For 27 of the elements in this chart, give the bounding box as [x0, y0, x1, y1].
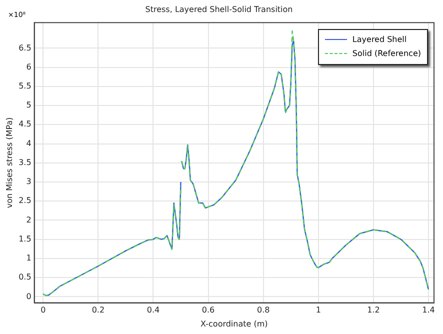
legend-label: Solid (Reference) [352, 49, 421, 58]
y-tick-label: 4 [26, 138, 32, 148]
y-axis-title: von Mises stress (MPa) [4, 117, 14, 208]
y-tick-label: 5 [26, 100, 32, 110]
x-tick-label: 0.6 [202, 306, 215, 315]
legend-label: Layered Shell [352, 35, 407, 44]
x-tick-label: 0.4 [146, 306, 160, 315]
y-tick-label: 1.5 [18, 234, 32, 244]
y-tick-label: 1 [26, 254, 32, 263]
x-tick-label: 1.4 [422, 306, 435, 315]
y-tick-label: 2.5 [18, 196, 32, 206]
x-tick-label: 1 [316, 306, 321, 315]
y-tick-label: 6.5 [18, 43, 32, 52]
y-tick-label: 6 [26, 62, 32, 72]
chart-title: Stress, Layered Shell-Solid Transition [145, 4, 293, 14]
x-tick-label: 0.8 [256, 306, 270, 315]
y-tick-label: 4.5 [18, 120, 32, 129]
x-tick-label: 1.2 [367, 306, 380, 315]
y-tick-label: 3.5 [18, 158, 32, 167]
x-axis-title: X-coordinate (m) [200, 319, 268, 328]
y-tick-label: 5.5 [18, 82, 32, 91]
x-tick-label: 0.2 [92, 306, 105, 315]
y-tick-label: 0 [26, 292, 32, 301]
y-tick-label: 0.5 [18, 272, 32, 282]
y-tick-label: 2 [26, 215, 32, 224]
y-tick-label: 3 [26, 177, 32, 186]
x-tick-label: 0 [40, 306, 46, 315]
